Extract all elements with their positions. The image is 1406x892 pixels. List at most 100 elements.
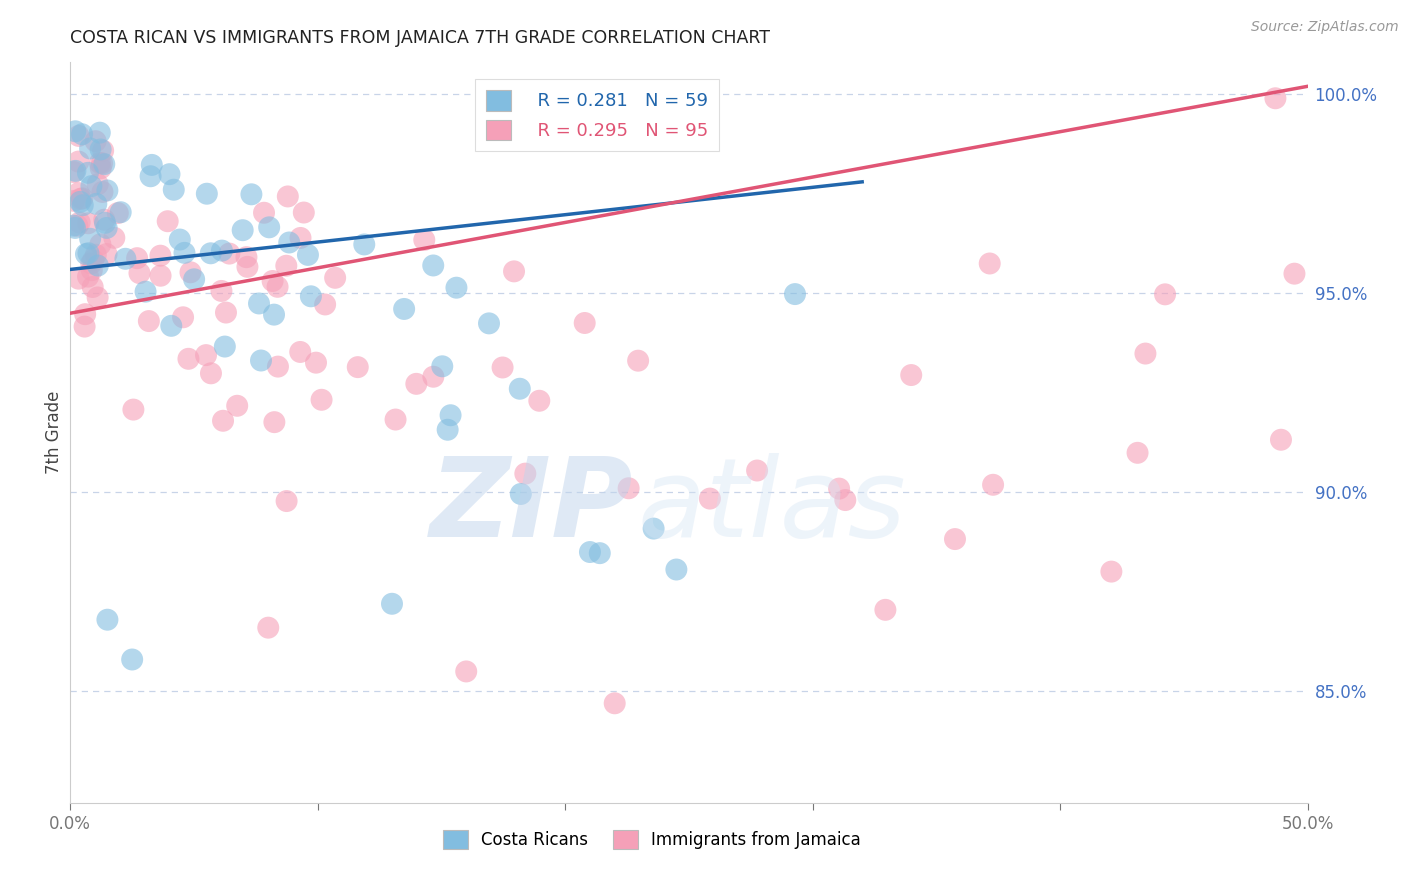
Point [67, 186, 90, 200]
Point [200, 246, 222, 260]
Point [65, 164, 87, 178]
Point [77, 216, 100, 230]
Point [413, 233, 436, 247]
Text: ZIP: ZIP [430, 453, 633, 560]
Point [218, 246, 240, 260]
Point [211, 244, 233, 258]
Point [200, 367, 222, 381]
Point [183, 272, 205, 286]
Point [79, 232, 101, 246]
Point [127, 251, 149, 265]
Point [323, 270, 346, 285]
Point [149, 249, 172, 263]
Point [276, 259, 298, 273]
Point [67, 128, 90, 143]
Point [278, 235, 301, 250]
Point [96, 247, 118, 261]
Point [67, 271, 90, 285]
Point [783, 287, 806, 301]
Point [69, 215, 91, 229]
Point [745, 463, 768, 477]
Point [141, 158, 163, 172]
Point [456, 665, 478, 679]
Point [96, 184, 118, 198]
Point [250, 353, 273, 368]
Point [80, 256, 103, 270]
Point [75, 307, 97, 321]
Point [1126, 446, 1149, 460]
Point [384, 412, 406, 426]
Point [257, 621, 280, 635]
Point [1270, 433, 1292, 447]
Point [478, 317, 501, 331]
Point [305, 356, 328, 370]
Point [96, 613, 118, 627]
Point [589, 546, 612, 560]
Point [240, 187, 263, 202]
Point [70, 127, 93, 141]
Legend: Costa Ricans, Immigrants from Jamaica: Costa Ricans, Immigrants from Jamaica [434, 822, 869, 857]
Point [179, 265, 201, 279]
Point [69, 194, 91, 209]
Point [1099, 565, 1122, 579]
Point [72, 198, 94, 212]
Point [149, 268, 172, 283]
Point [381, 597, 404, 611]
Point [82, 280, 104, 294]
Point [195, 186, 218, 201]
Point [75, 247, 97, 261]
Point [392, 301, 415, 316]
Point [63, 194, 86, 208]
Point [87, 259, 110, 273]
Point [422, 259, 444, 273]
Point [139, 169, 162, 184]
Point [172, 310, 194, 325]
Point [121, 652, 143, 666]
Point [212, 414, 235, 428]
Point [617, 481, 640, 495]
Point [439, 409, 461, 423]
Point [69, 192, 91, 206]
Point [169, 233, 191, 247]
Point [80, 263, 103, 277]
Point [603, 696, 626, 710]
Point [90, 161, 112, 176]
Point [73, 319, 96, 334]
Point [96, 221, 118, 235]
Point [77, 166, 100, 180]
Y-axis label: 7th Grade: 7th Grade [45, 391, 63, 475]
Point [1264, 91, 1286, 105]
Point [103, 231, 125, 245]
Point [163, 183, 186, 197]
Point [77, 246, 100, 260]
Text: Source: ZipAtlas.com: Source: ZipAtlas.com [1251, 20, 1399, 34]
Point [346, 360, 368, 375]
Point [236, 260, 259, 274]
Point [263, 415, 285, 429]
Point [214, 340, 236, 354]
Point [491, 360, 513, 375]
Point [277, 189, 299, 203]
Point [262, 274, 284, 288]
Point [405, 376, 427, 391]
Point [1135, 346, 1157, 360]
Point [135, 285, 157, 299]
Point [247, 296, 270, 310]
Point [128, 266, 150, 280]
Point [63, 221, 86, 235]
Point [79, 141, 101, 155]
Point [627, 353, 650, 368]
Point [138, 314, 160, 328]
Point [107, 206, 129, 220]
Point [943, 532, 966, 546]
Point [257, 220, 280, 235]
Point [82, 253, 104, 268]
Point [66, 219, 89, 233]
Point [215, 305, 238, 319]
Point [276, 494, 298, 508]
Point [979, 256, 1001, 270]
Point [62, 219, 84, 233]
Point [156, 214, 179, 228]
Point [900, 368, 922, 382]
Point [91, 156, 114, 170]
